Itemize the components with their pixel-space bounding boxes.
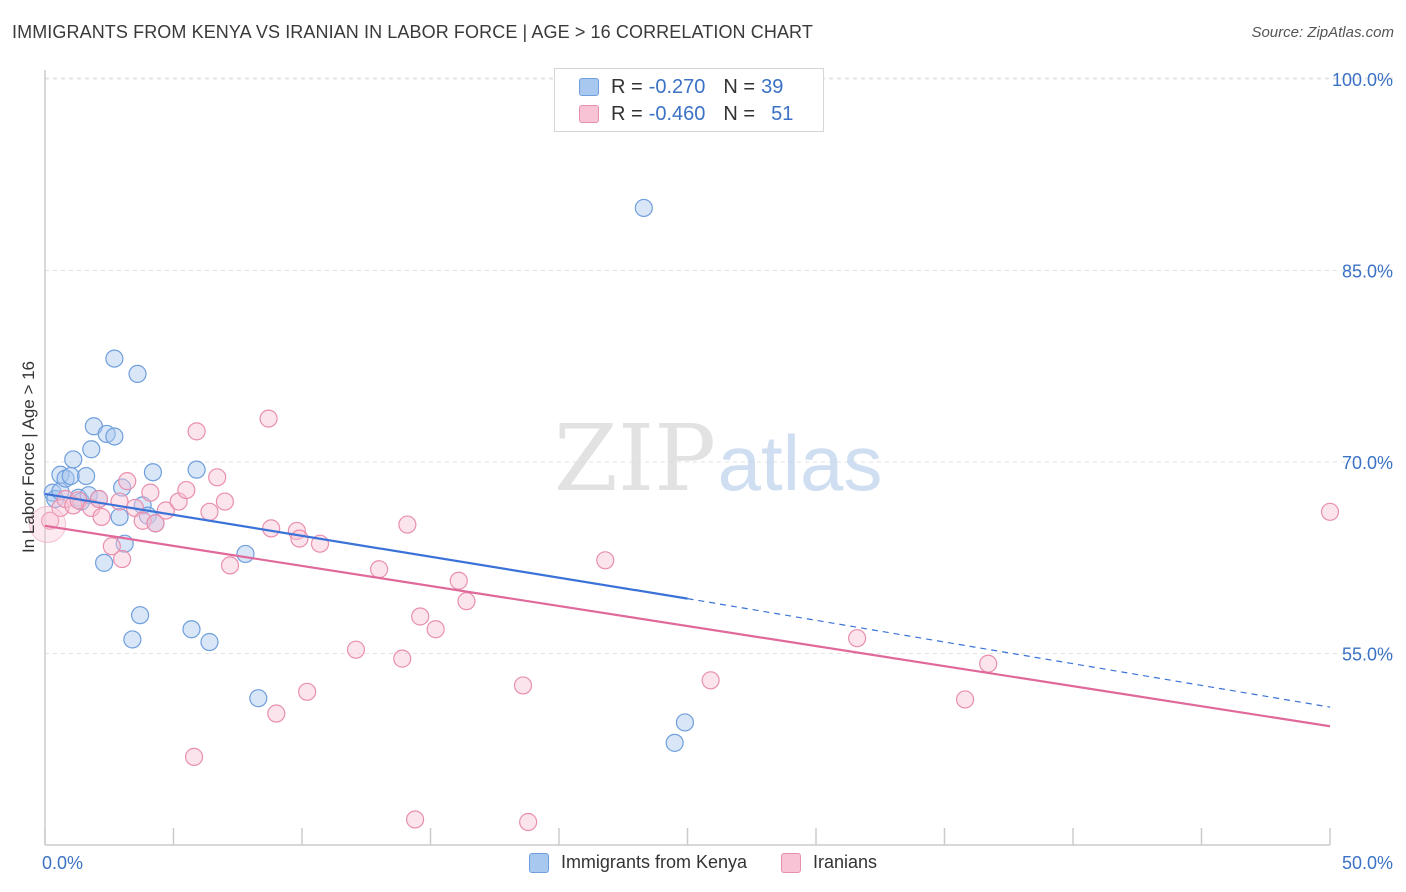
iranian-point: [513, 676, 533, 695]
watermark-zip: ZIP: [554, 405, 716, 512]
kenya-point: [56, 469, 75, 488]
iranian-point: [411, 607, 430, 626]
legend-item-kenya[interactable]: Immigrants from Kenya: [528, 852, 747, 873]
kenya-point: [130, 606, 150, 625]
iranian-point: [370, 560, 389, 579]
iranian-point: [393, 649, 412, 668]
iranians-swatch: [579, 105, 599, 123]
iranian-point: [298, 682, 317, 701]
y-tick-label: 70.0%: [1342, 453, 1393, 473]
iranian-point: [290, 529, 309, 548]
kenya-point: [236, 544, 255, 564]
iranian-point: [118, 472, 137, 491]
iranian-point: [200, 502, 219, 521]
kenya-point: [64, 450, 83, 469]
iranian-point: [449, 571, 468, 590]
iranian-point: [102, 537, 121, 556]
kenya-point: [182, 620, 201, 639]
kenya-point: [77, 466, 96, 486]
kenya-swatch: [528, 852, 549, 873]
legend-item-iranians[interactable]: Iranians: [781, 852, 877, 873]
r-value: -0.460: [648, 102, 706, 125]
iranian-point: [262, 519, 281, 538]
source-label: Source: ZipAtlas.com: [1251, 24, 1394, 41]
iranian-point: [596, 551, 615, 570]
kenya-point: [95, 553, 114, 572]
chart-title: IMMIGRANTS FROM KENYA VS IRANIAN IN LABO…: [12, 22, 813, 42]
kenya-point: [200, 632, 219, 652]
kenya-point: [105, 427, 124, 446]
iranian-point: [141, 483, 160, 502]
kenya-trend-line: [44, 492, 688, 600]
r-label: R =: [611, 102, 643, 125]
kenya-point: [82, 440, 101, 459]
kenya-point: [143, 463, 163, 482]
iranian-point: [701, 671, 720, 690]
iranian-point: [955, 690, 975, 709]
iranian-point: [146, 514, 165, 533]
iranian-point: [184, 747, 204, 767]
n-value: 39: [761, 75, 784, 98]
n-label: N =: [723, 102, 756, 125]
iranian-point: [208, 468, 227, 487]
iranian-point: [457, 592, 476, 611]
iranian-point: [64, 496, 83, 515]
iranian-point: [220, 556, 240, 575]
kenya-point: [249, 689, 268, 708]
iranian-point: [346, 640, 366, 659]
kenya-swatch: [579, 78, 599, 96]
iranian-point: [92, 507, 111, 526]
legend-label: Immigrants from Kenya: [560, 852, 747, 872]
iranian-point: [89, 489, 109, 509]
iranians-swatch: [781, 852, 801, 873]
iranian-point: [519, 812, 538, 832]
kenya-point: [665, 733, 684, 752]
series-legend: Immigrants from Kenya Iranians: [0, 852, 1406, 873]
y-tick-label: 100.0%: [1332, 70, 1393, 90]
kenya-point: [123, 630, 142, 649]
tick-labels: 55.0% 70.0% 85.0% 100.0% 0.0% 50.0%: [42, 70, 1393, 873]
legend-row-kenya: R = -0.270 N = 39: [579, 75, 783, 99]
axes: [44, 70, 1331, 846]
watermark-atlas: atlas: [718, 419, 883, 507]
iranian-point: [267, 704, 286, 723]
n-label: N =: [723, 75, 756, 98]
correlation-legend: R = -0.270 N = 39 R = -0.460 N = 51: [554, 68, 824, 132]
kenya-trend-extension: [687, 598, 1331, 708]
iranian-point: [259, 409, 278, 428]
kenya-point: [128, 364, 147, 384]
kenya-point: [187, 460, 206, 479]
x-tick-label: 0.0%: [42, 853, 83, 873]
legend-row-iranians: R = -0.460 N = 51: [579, 102, 793, 126]
legend-label: Iranians: [813, 852, 878, 872]
iranian-point: [405, 810, 425, 829]
y-tick-label: 85.0%: [1342, 262, 1393, 282]
iranian-point: [187, 422, 206, 441]
iranian-point: [29, 506, 67, 544]
iranian-point: [215, 492, 234, 511]
iranian-point: [979, 654, 998, 673]
iranian-point: [1320, 502, 1340, 521]
n-value: 51: [771, 102, 794, 125]
y-axis-label: In Labor Force | Age > 16: [19, 361, 38, 553]
r-label: R =: [611, 75, 643, 98]
iranian-point: [398, 515, 417, 534]
iranian-point: [848, 629, 867, 648]
iranian-trend-line: [44, 524, 1331, 728]
r-value: -0.270: [648, 75, 706, 98]
kenya-point: [634, 198, 653, 218]
kenya-point: [61, 466, 80, 486]
iranian-point: [177, 480, 196, 500]
data-points: [29, 198, 1340, 832]
iranian-point: [112, 549, 132, 569]
x-tick-label: 50.0%: [1342, 853, 1393, 873]
gridlines: [45, 77, 1395, 654]
kenya-point: [675, 713, 695, 732]
kenya-point: [110, 507, 129, 526]
y-tick-label: 55.0%: [1342, 645, 1393, 665]
kenya-point: [105, 349, 124, 368]
iranian-point: [426, 620, 445, 639]
trend-lines: [44, 492, 1331, 728]
